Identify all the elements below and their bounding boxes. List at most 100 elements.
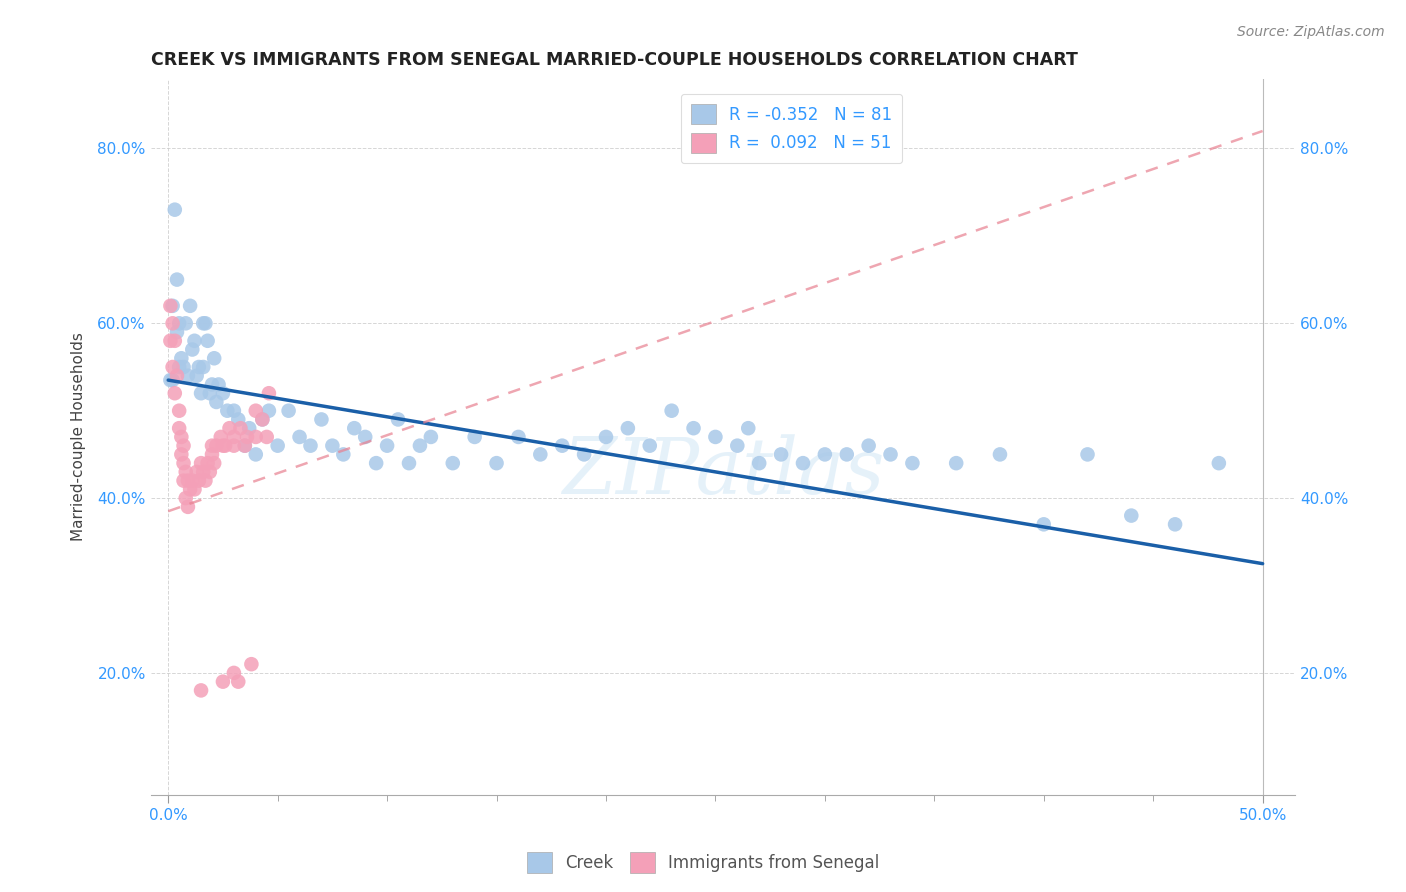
Point xyxy=(1032,517,1054,532)
Point xyxy=(217,403,239,417)
Point xyxy=(173,359,195,374)
Point xyxy=(226,412,249,426)
Point xyxy=(288,430,311,444)
Point xyxy=(354,430,377,444)
Point xyxy=(205,439,228,453)
Point xyxy=(190,386,212,401)
Point xyxy=(174,316,197,330)
Point xyxy=(252,412,274,426)
Point xyxy=(222,665,245,680)
Point xyxy=(901,456,924,470)
Point xyxy=(167,316,190,330)
Point xyxy=(201,377,224,392)
Point xyxy=(945,456,967,470)
Point xyxy=(419,430,441,444)
Point xyxy=(205,395,228,409)
Point xyxy=(163,202,186,217)
Point xyxy=(233,439,256,453)
Point xyxy=(190,683,212,698)
Point xyxy=(343,421,366,435)
Point xyxy=(257,403,280,417)
Point xyxy=(190,456,212,470)
Point xyxy=(485,456,508,470)
Point xyxy=(209,430,232,444)
Point xyxy=(197,334,219,348)
Point xyxy=(236,430,259,444)
Point xyxy=(222,430,245,444)
Point xyxy=(245,430,267,444)
Point xyxy=(207,377,229,392)
Point xyxy=(186,368,208,383)
Point xyxy=(166,272,188,286)
Text: ZIPatlas: ZIPatlas xyxy=(562,434,884,511)
Point xyxy=(1208,456,1230,470)
Point xyxy=(682,421,704,435)
Point xyxy=(177,474,200,488)
Point xyxy=(409,439,432,453)
Point xyxy=(737,421,759,435)
Point xyxy=(572,447,595,461)
Point xyxy=(748,456,770,470)
Point xyxy=(162,373,184,387)
Point xyxy=(183,483,205,497)
Point xyxy=(186,465,208,479)
Point xyxy=(167,421,190,435)
Point xyxy=(159,299,181,313)
Point xyxy=(212,386,235,401)
Point xyxy=(201,439,224,453)
Point xyxy=(321,439,343,453)
Point xyxy=(194,474,217,488)
Point xyxy=(551,439,574,453)
Point xyxy=(638,439,661,453)
Point xyxy=(193,465,215,479)
Point xyxy=(266,439,288,453)
Point xyxy=(245,447,267,461)
Point xyxy=(202,351,225,366)
Point xyxy=(187,359,209,374)
Point xyxy=(814,447,837,461)
Point xyxy=(229,421,252,435)
Point xyxy=(879,447,901,461)
Point xyxy=(163,334,186,348)
Point xyxy=(198,465,221,479)
Point xyxy=(179,483,201,497)
Point xyxy=(441,456,464,470)
Point xyxy=(166,325,188,339)
Point xyxy=(167,359,190,374)
Point xyxy=(245,403,267,417)
Point xyxy=(387,412,409,426)
Point xyxy=(159,334,181,348)
Point xyxy=(226,674,249,689)
Point xyxy=(170,447,193,461)
Point xyxy=(988,447,1011,461)
Point xyxy=(508,430,530,444)
Point xyxy=(170,430,193,444)
Point xyxy=(252,412,274,426)
Point xyxy=(366,456,388,470)
Point xyxy=(375,439,398,453)
Point xyxy=(256,430,278,444)
Point xyxy=(617,421,640,435)
Point xyxy=(240,657,263,672)
Legend: Creek, Immigrants from Senegal: Creek, Immigrants from Senegal xyxy=(520,846,886,880)
Point xyxy=(858,439,880,453)
Point xyxy=(193,359,215,374)
Point xyxy=(201,447,224,461)
Point xyxy=(595,430,617,444)
Point xyxy=(218,421,240,435)
Point xyxy=(173,474,195,488)
Point xyxy=(181,474,204,488)
Point xyxy=(233,439,256,453)
Point xyxy=(163,386,186,401)
Point xyxy=(194,316,217,330)
Point xyxy=(177,500,200,514)
Legend: R = -0.352   N = 81, R =  0.092   N = 51: R = -0.352 N = 81, R = 0.092 N = 51 xyxy=(681,94,903,163)
Point xyxy=(166,368,188,383)
Point xyxy=(181,343,204,357)
Point xyxy=(222,439,245,453)
Point xyxy=(214,439,236,453)
Point xyxy=(222,403,245,417)
Point xyxy=(835,447,858,461)
Point xyxy=(704,430,727,444)
Point xyxy=(198,386,221,401)
